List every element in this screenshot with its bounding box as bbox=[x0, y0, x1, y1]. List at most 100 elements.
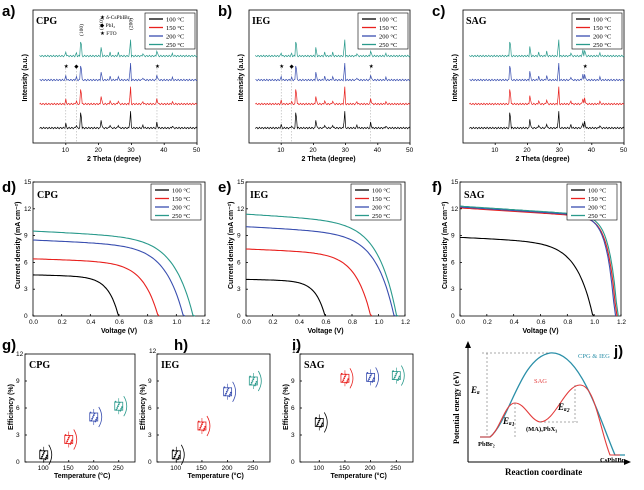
data-point bbox=[40, 457, 43, 460]
x-tick-label: 200 bbox=[222, 465, 233, 472]
y-tick-label: 6 bbox=[148, 405, 152, 412]
legend-d bbox=[150, 183, 202, 221]
x-tick-label: 150 bbox=[196, 465, 207, 472]
y-axis-label: Current density (mA cm⁻²) bbox=[442, 202, 449, 289]
data-point bbox=[66, 440, 69, 443]
data-point bbox=[250, 383, 252, 386]
legend-entry: 150 °C bbox=[593, 25, 611, 32]
data-point bbox=[254, 384, 256, 387]
data-point bbox=[393, 378, 395, 381]
x-tick-label: 10 bbox=[62, 147, 70, 154]
data-point bbox=[201, 421, 204, 424]
x-tick-label: 20 bbox=[95, 147, 103, 154]
data-point bbox=[251, 380, 254, 382]
sample-title: CPG bbox=[36, 16, 57, 27]
x-axis-label: Voltage (V) bbox=[101, 328, 137, 335]
legend-b bbox=[357, 12, 409, 50]
data-point bbox=[95, 418, 98, 421]
curve-sag bbox=[480, 384, 620, 456]
legend-entry: 250 °C bbox=[172, 213, 190, 220]
data-point bbox=[46, 454, 48, 457]
data-point bbox=[117, 405, 119, 408]
data-point bbox=[319, 417, 321, 420]
data-point bbox=[320, 424, 323, 426]
data-point bbox=[344, 375, 346, 378]
data-point bbox=[315, 417, 317, 419]
panel-label-f: f) bbox=[432, 179, 442, 196]
data-point bbox=[252, 378, 255, 381]
data-point bbox=[39, 449, 42, 452]
marker-legend-entry: ★ δ-CsPbIBr₂ bbox=[100, 14, 132, 21]
data-point bbox=[174, 453, 177, 456]
legend-entry: 100 °C bbox=[379, 17, 397, 24]
sample-title: CPG bbox=[37, 190, 58, 201]
x-tick-label: 50 bbox=[193, 147, 201, 154]
data-point bbox=[45, 456, 48, 459]
x-tick-label: 0.8 bbox=[348, 319, 357, 326]
data-point bbox=[369, 374, 372, 377]
data-point bbox=[392, 370, 395, 372]
x-tick-label: 0.6 bbox=[537, 319, 546, 326]
legend-entry: 200 °C bbox=[372, 205, 390, 212]
data-point bbox=[176, 450, 178, 453]
peak-label: (200) bbox=[127, 18, 134, 30]
xrd-plot-a bbox=[32, 9, 198, 145]
data-point bbox=[346, 380, 349, 382]
data-point bbox=[96, 417, 98, 419]
x-tick-label: 1.2 bbox=[617, 319, 626, 326]
xrd-plot-b bbox=[248, 9, 411, 145]
x-tick-label: 40 bbox=[160, 147, 168, 154]
legend-a bbox=[144, 12, 196, 50]
data-point bbox=[176, 458, 179, 461]
jv-plot-e bbox=[245, 181, 406, 317]
x-tick-label: 30 bbox=[127, 147, 135, 154]
legend-entry: 250 °C bbox=[166, 42, 184, 49]
legend-entry: 200 °C bbox=[588, 205, 606, 212]
data-point bbox=[342, 379, 345, 381]
marker-diamond: ◆ bbox=[290, 64, 295, 70]
data-point bbox=[44, 458, 47, 461]
data-point bbox=[340, 372, 343, 375]
y-axis-label: Intensity (a.u.) bbox=[238, 54, 245, 101]
data-point bbox=[372, 377, 375, 380]
legend-c bbox=[571, 12, 623, 50]
x-tick-label: 250 bbox=[390, 465, 401, 472]
y-tick-label: 3 bbox=[451, 286, 455, 293]
x-tick-label: 50 bbox=[406, 147, 414, 154]
data-point bbox=[224, 394, 227, 397]
xrd-series-250 bbox=[39, 39, 198, 58]
x-axis-label: 2 Theta (degree) bbox=[87, 156, 141, 163]
jv-series-250 bbox=[32, 230, 196, 317]
data-point bbox=[93, 412, 96, 415]
legend-entry: 150 °C bbox=[379, 25, 397, 32]
jv-series-150 bbox=[32, 258, 160, 317]
x-tick-label: 0.8 bbox=[563, 319, 572, 326]
xrd-series-200 bbox=[469, 62, 625, 82]
x-tick-label: 1.0 bbox=[590, 319, 599, 326]
y-axis-label: Potential energy (eV) bbox=[452, 371, 461, 444]
y-tick-label: 0 bbox=[24, 313, 28, 320]
panel-label-a: a) bbox=[2, 3, 15, 20]
data-point bbox=[370, 372, 373, 375]
y-axis-label: Current density (mA cm⁻²) bbox=[228, 202, 235, 289]
xrd-series-200 bbox=[39, 62, 198, 82]
panel-label-j: j) bbox=[613, 343, 623, 360]
data-point bbox=[115, 408, 118, 411]
xrd-series-100 bbox=[255, 111, 411, 130]
panel-label-i: i) bbox=[292, 337, 301, 354]
x-tick-label: 0.0 bbox=[456, 319, 465, 326]
xrd-series-250 bbox=[255, 39, 411, 58]
x-tick-label: 100 bbox=[313, 465, 324, 472]
data-point bbox=[372, 379, 374, 381]
y-axis-label: Intensity (a.u.) bbox=[22, 54, 29, 101]
jv-series-200 bbox=[459, 206, 617, 317]
data-point bbox=[366, 372, 369, 374]
data-point bbox=[229, 391, 232, 394]
y-tick-label: 6 bbox=[24, 259, 28, 266]
data-point bbox=[69, 443, 72, 445]
sample-title: IEG bbox=[252, 16, 271, 27]
jv-series-100 bbox=[246, 278, 326, 317]
data-point bbox=[397, 379, 399, 381]
x-axis-label: Temperature (°C) bbox=[188, 472, 244, 480]
data-point bbox=[198, 428, 201, 431]
